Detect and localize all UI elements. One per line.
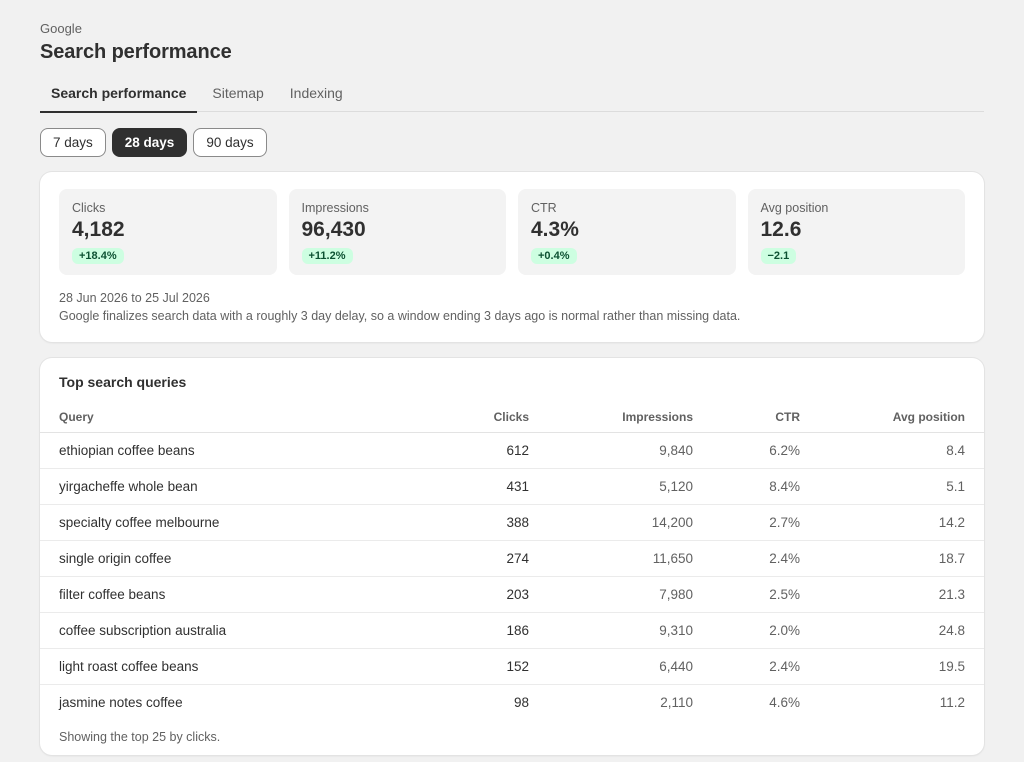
metric-label: CTR <box>531 201 557 215</box>
date-range-selector: 7 days 28 days 90 days <box>40 128 267 157</box>
table-row[interactable]: specialty coffee melbourne 388 14,200 2.7% 1… <box>40 504 984 541</box>
query-cell: specialty coffee melbourne <box>40 504 380 541</box>
tab-indexing[interactable]: Indexing <box>289 85 343 101</box>
avg-position-cell: 14.2 <box>800 504 984 541</box>
tab-search-performance[interactable]: Search performance <box>40 76 198 113</box>
impressions-cell: 7,980 <box>529 576 693 613</box>
metric-label: Impressions <box>301 201 369 215</box>
metric-delta-badge: +11.2% <box>301 248 353 264</box>
table-row[interactable]: ethiopian coffee beans 612 9,840 6.2% 8.4 <box>40 432 984 469</box>
date-range-text: 28 Jun 2026 to 25 Jul 2026 <box>59 291 210 305</box>
metric-clicks: Clicks 4,182 +18.4% <box>59 189 277 275</box>
impressions-cell: 14,200 <box>529 504 693 541</box>
metric-value: 12.6 <box>760 218 802 241</box>
avg-position-cell: 24.8 <box>800 612 984 649</box>
clicks-cell: 152 <box>380 648 529 685</box>
column-header-avg-position[interactable]: Avg position <box>800 403 984 433</box>
clicks-cell: 274 <box>380 540 529 577</box>
impressions-cell: 11,650 <box>529 540 693 577</box>
ctr-cell: 4.6% <box>769 694 800 710</box>
metric-label: Clicks <box>72 201 106 215</box>
table-row[interactable]: yirgacheffe whole bean 431 5,120 8.4% 5.1 <box>40 468 984 505</box>
ctr-cell: 6.2% <box>693 432 800 469</box>
table-header-row: Query Clicks Impressions CTR Avg positio… <box>40 403 984 433</box>
metric-value: 4.3% <box>531 218 579 241</box>
queries-table: Query Clicks Impressions CTR Avg positio… <box>40 403 984 720</box>
column-header-clicks[interactable]: Clicks <box>380 403 529 433</box>
impressions-cell: 9,310 <box>529 612 693 649</box>
page-title: Search performance <box>40 41 232 63</box>
data-delay-note: Google finalizes search data with a roug… <box>59 309 741 323</box>
table-row[interactable]: light roast coffee beans 152 6,440 2.4% 19.5 <box>40 648 984 685</box>
ctr-cell: 2.7% <box>693 504 800 541</box>
metric-value: 96,430 <box>301 218 366 241</box>
clicks-cell: 98 <box>513 694 529 710</box>
summary-card: Clicks 4,182 +18.4% Impressions 96,430 +… <box>40 172 984 342</box>
top-queries-card: Top search queries Query Clicks Impressi… <box>40 358 984 755</box>
clicks-cell: 388 <box>380 504 529 541</box>
ctr-cell: 2.5% <box>693 576 800 613</box>
metric-avg-position: Avg position 12.6 −2.1 <box>747 189 965 275</box>
tab-sitemap[interactable]: Sitemap <box>212 85 264 101</box>
metrics-row: Clicks 4,182 +18.4% Impressions 96,430 +… <box>59 189 965 275</box>
ctr-cell: 8.4% <box>693 468 800 505</box>
query-cell: light roast coffee beans <box>40 648 380 685</box>
ctr-cell: 2.4% <box>693 648 800 685</box>
clicks-cell: 612 <box>380 432 529 469</box>
clicks-cell: 186 <box>380 612 529 649</box>
metric-delta-badge: +18.4% <box>72 248 124 264</box>
ctr-cell: 2.4% <box>693 540 800 577</box>
range-7-days-button[interactable]: 7 days <box>40 128 106 157</box>
table-row[interactable]: jasmine notes coffee 98 2,110 4.6% 11.2 <box>40 684 984 720</box>
impressions-cell: 9,840 <box>529 432 693 469</box>
query-cell: ethiopian coffee beans <box>40 432 380 469</box>
impressions-cell: 5,120 <box>529 468 693 505</box>
metric-delta-badge: −2.1 <box>760 248 797 264</box>
ctr-cell: 2.0% <box>693 612 800 649</box>
table-footer-note: Showing the top 25 by clicks. <box>59 730 221 744</box>
query-cell: jasmine notes coffee <box>59 694 183 710</box>
metric-impressions: Impressions 96,430 +11.2% <box>288 189 506 275</box>
metric-value: 4,182 <box>72 218 125 241</box>
column-header-impressions[interactable]: Impressions <box>529 403 693 433</box>
column-header-query[interactable]: Query <box>40 403 380 433</box>
avg-position-cell: 19.5 <box>800 648 984 685</box>
page-eyebrow: Google <box>40 21 82 36</box>
avg-position-cell: 8.4 <box>800 432 984 469</box>
impressions-cell: 2,110 <box>660 694 693 710</box>
avg-position-cell: 11.2 <box>939 694 965 710</box>
avg-position-cell: 18.7 <box>800 540 984 577</box>
query-cell: yirgacheffe whole bean <box>40 468 380 505</box>
metric-delta-badge: +0.4% <box>531 248 577 264</box>
query-cell: coffee subscription australia <box>40 612 380 649</box>
avg-position-cell: 21.3 <box>800 576 984 613</box>
clicks-cell: 203 <box>380 576 529 613</box>
impressions-cell: 6,440 <box>529 648 693 685</box>
column-header-ctr[interactable]: CTR <box>693 403 800 433</box>
query-cell: filter coffee beans <box>40 576 380 613</box>
tab-bar: Search performance Sitemap Indexing <box>40 76 984 113</box>
query-cell: single origin coffee <box>40 540 380 577</box>
range-28-days-button[interactable]: 28 days <box>111 128 188 157</box>
table-row[interactable]: single origin coffee 274 11,650 2.4% 18.7 <box>40 540 984 577</box>
table-row[interactable]: filter coffee beans 203 7,980 2.5% 21.3 <box>40 576 984 613</box>
range-90-days-button[interactable]: 90 days <box>193 128 267 157</box>
clicks-cell: 431 <box>380 468 529 505</box>
metric-ctr: CTR 4.3% +0.4% <box>518 189 736 275</box>
metric-label: Avg position <box>760 201 829 215</box>
avg-position-cell: 5.1 <box>800 468 984 505</box>
table-row[interactable]: coffee subscription australia 186 9,310 2.0… <box>40 612 984 649</box>
section-title: Top search queries <box>59 374 187 390</box>
queries-table-body: ethiopian coffee beans 612 9,840 6.2% 8.4 yir… <box>40 432 984 720</box>
